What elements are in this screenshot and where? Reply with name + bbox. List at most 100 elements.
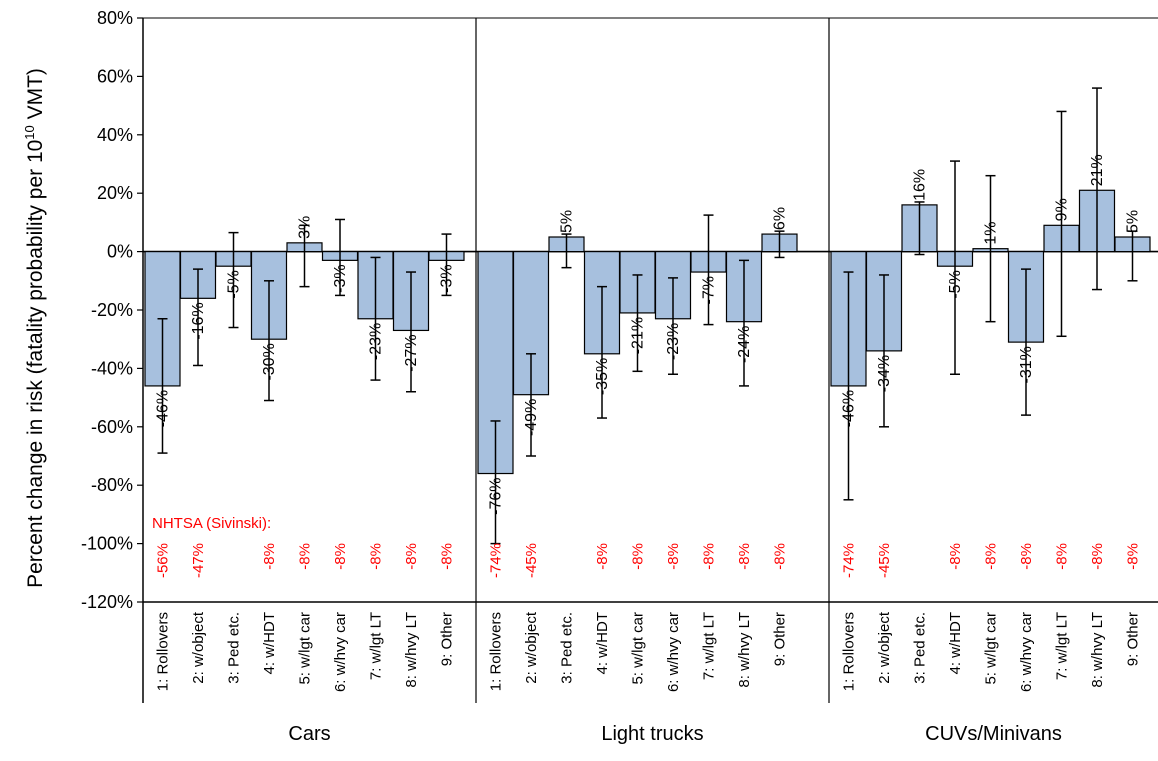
nhtsa-value: -45% <box>876 543 893 578</box>
value-label: -34% <box>876 355 893 392</box>
value-label: -23% <box>665 323 682 360</box>
category-label: 1: Rollovers <box>841 612 858 691</box>
category-label: 7: w/lgt LT <box>701 612 718 680</box>
group-label: Cars <box>288 723 330 745</box>
y-axis-title-tail: VMT) <box>24 68 47 125</box>
category-label: 4: w/HDT <box>947 612 964 675</box>
category-label: 2: w/object <box>876 611 893 684</box>
y-tick-label: -120% <box>81 592 133 612</box>
value-label: -24% <box>736 326 753 363</box>
value-label: 21% <box>1089 154 1106 186</box>
group-label: Light trucks <box>601 723 703 745</box>
value-label: -16% <box>190 302 207 339</box>
labels: 80% 60% 40% 20% 0% -20% -40% -60% -80% -100% -120%… <box>81 8 1142 745</box>
nhtsa-value: -8% <box>947 543 964 570</box>
value-label: -27% <box>403 334 420 371</box>
value-label: -3% <box>332 264 349 292</box>
nhtsa-value: -8% <box>368 543 385 570</box>
value-label: -49% <box>523 399 540 436</box>
y-tick-label: -100% <box>81 534 133 554</box>
category-label: 7: w/lgt LT <box>368 612 385 680</box>
y-tick-label: -80% <box>91 475 133 495</box>
category-label: 3: Ped etc. <box>912 612 929 684</box>
y-tick-label: -40% <box>91 358 133 378</box>
category-label: 5: w/lgt car <box>983 612 1000 685</box>
nhtsa-value: -8% <box>332 543 349 570</box>
category-label: 8: w/hvy LT <box>1089 612 1106 688</box>
nhtsa-value: -8% <box>630 543 647 570</box>
category-label: 7: w/lgt LT <box>1054 612 1071 680</box>
nhtsa-value: -8% <box>1054 543 1071 570</box>
category-label: 2: w/object <box>190 611 207 684</box>
nhtsa-value: -8% <box>1125 543 1142 570</box>
category-label: 2: w/object <box>523 611 540 684</box>
value-label: -23% <box>368 323 385 360</box>
nhtsa-label: NHTSA (Sivinski): <box>152 515 271 532</box>
nhtsa-value: -56% <box>155 543 172 578</box>
category-label: 4: w/HDT <box>261 612 278 675</box>
value-label: -21% <box>630 317 647 354</box>
value-label: -30% <box>261 343 278 380</box>
nhtsa-value: -8% <box>261 543 278 570</box>
nhtsa-value: -8% <box>297 543 314 570</box>
value-label: 16% <box>912 169 929 201</box>
nhtsa-value: -8% <box>1089 543 1106 570</box>
group-label: CUVs/Minivans <box>925 723 1062 745</box>
y-tick-label: -20% <box>91 300 133 320</box>
value-label: -35% <box>594 358 611 395</box>
category-label: 9: Other <box>439 612 456 666</box>
y-tick-label: 0% <box>107 242 133 262</box>
category-label: 3: Ped etc. <box>559 612 576 684</box>
category-label: 8: w/hvy LT <box>403 612 420 688</box>
category-label: 4: w/HDT <box>594 612 611 675</box>
category-label: 5: w/lgt car <box>297 612 314 685</box>
nhtsa-value: -47% <box>190 543 207 578</box>
nhtsa-value: -8% <box>772 543 789 570</box>
y-tick-label: 80% <box>97 8 133 28</box>
y-tick-label: -60% <box>91 417 133 437</box>
nhtsa-value: -8% <box>701 543 718 570</box>
y-axis-title-sup: 10 <box>22 125 37 139</box>
category-label: 6: w/hvy car <box>332 612 349 692</box>
nhtsa-value: -8% <box>736 543 753 570</box>
nhtsa-value: -8% <box>983 543 1000 570</box>
nhtsa-value: -8% <box>1018 543 1035 570</box>
category-label: 9: Other <box>772 612 789 666</box>
y-axis-title: Percent change in risk (fatality probabi… <box>22 68 47 588</box>
value-label: 6% <box>772 207 789 230</box>
category-label: 6: w/hvy car <box>665 612 682 692</box>
y-tick-label: 20% <box>97 183 133 203</box>
nhtsa-value: -45% <box>523 543 540 578</box>
value-label: -76% <box>488 478 505 515</box>
value-label: -31% <box>1018 346 1035 383</box>
category-label: 5: w/lgt car <box>630 612 647 685</box>
y-tick-label: 40% <box>97 125 133 145</box>
category-label: 1: Rollovers <box>155 612 172 691</box>
value-label: -7% <box>701 276 718 304</box>
category-label: 9: Other <box>1125 612 1142 666</box>
value-label: -5% <box>226 270 243 298</box>
plot-area <box>137 17 1158 703</box>
value-label: -5% <box>947 270 964 298</box>
category-label: 6: w/hvy car <box>1018 612 1035 692</box>
category-label: 8: w/hvy LT <box>736 612 753 688</box>
y-tick-label: 60% <box>97 66 133 86</box>
nhtsa-value: -8% <box>403 543 420 570</box>
nhtsa-value: -74% <box>841 543 858 578</box>
value-label: 5% <box>559 210 576 233</box>
value-label: -46% <box>155 390 172 427</box>
nhtsa-value: -8% <box>665 543 682 570</box>
value-label: 9% <box>1054 198 1071 221</box>
nhtsa-value: -74% <box>488 543 505 578</box>
category-label: 3: Ped etc. <box>226 612 243 684</box>
value-label: 5% <box>1125 210 1142 233</box>
y-axis-title-main: Percent change in risk (fatality probabi… <box>24 140 47 588</box>
category-label: 1: Rollovers <box>488 612 505 691</box>
nhtsa-value: -8% <box>439 543 456 570</box>
value-label: -46% <box>841 390 858 427</box>
value-label: -3% <box>439 264 456 292</box>
value-label: 1% <box>983 222 1000 245</box>
error-bars <box>157 87 1138 545</box>
nhtsa-value: -8% <box>594 543 611 570</box>
